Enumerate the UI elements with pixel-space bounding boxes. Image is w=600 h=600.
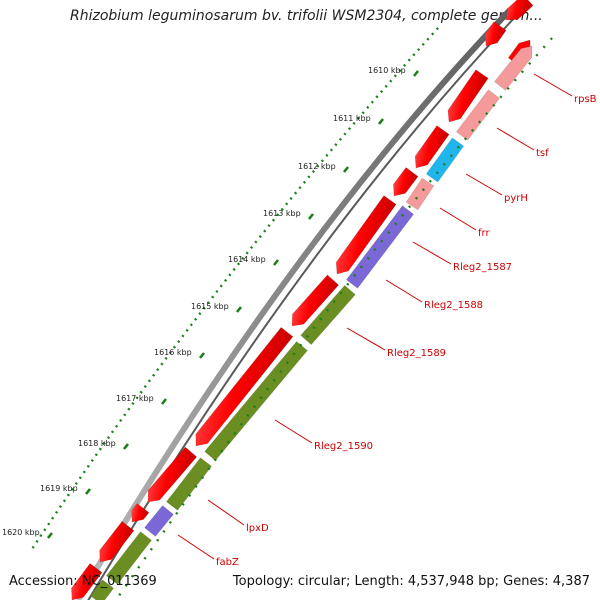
gene-label[interactable]: Rleg2_1587 (453, 262, 512, 273)
gene-label[interactable]: frr (478, 228, 490, 239)
kbp-scale-label: 1610 kbp (368, 66, 406, 75)
backbone-ring (75, 7, 513, 600)
kbp-tick-mark (84, 488, 92, 495)
kbp-scale-label: 1611 kbp (333, 114, 371, 123)
reverse-gene-arrow[interactable] (494, 45, 533, 91)
gene-label-leaders: rpsB tsf pyrH frr Rleg2_1587 Rleg2_1588 Rleg2_… (177, 73, 597, 568)
reverse-gene-arrow[interactable] (425, 137, 465, 183)
forward-gene-arrow[interactable] (71, 563, 103, 600)
gene-label[interactable]: pyrH (504, 193, 528, 204)
reverse-gene-arrow[interactable] (456, 89, 500, 141)
reverse-gene-arrow[interactable] (89, 579, 115, 600)
gene-label-leader-line (439, 207, 477, 231)
forward-gene-arrow[interactable] (414, 125, 450, 169)
gene-label-leader-line (346, 327, 386, 351)
gene-label-leader-line (177, 534, 215, 560)
gene-label[interactable]: Rleg2_1590 (314, 441, 373, 452)
kbp-tick-mark (46, 532, 54, 539)
topology-text: Topology: circular; Length: 4,537,948 bp… (232, 574, 590, 589)
kbp-tick-mark (377, 118, 385, 125)
kbp-scale-label: 1614 kbp (228, 255, 266, 264)
accession-text: Accession: NC_011369 (9, 574, 157, 589)
kbp-tick-mark (412, 70, 420, 77)
forward-gene-arrow[interactable] (147, 446, 198, 503)
kbp-scale-label: 1620 kbp (2, 528, 40, 537)
reverse-gene-arrow[interactable] (144, 505, 174, 537)
map-title: Rhizobium leguminosarum bv. trifolii WSM… (70, 8, 543, 24)
forward-gene-arrow[interactable] (99, 520, 135, 563)
outer-dotted-track (28, 27, 439, 553)
gene-label[interactable]: fabZ (216, 557, 239, 568)
kbp-tick-mark (342, 166, 350, 173)
gene-label[interactable]: Rleg2_1589 (387, 348, 446, 359)
kbp-scale-label: 1618 kbp (78, 439, 116, 448)
forward-gene-arrow[interactable] (291, 274, 340, 327)
gene-label-leader-line (385, 279, 423, 303)
forward-gene-arrow[interactable] (195, 326, 294, 447)
kbp-scale-label: 1615 kbp (191, 302, 229, 311)
kbp-tick-mark (198, 352, 206, 359)
gene-label-leader-line (465, 173, 503, 196)
reverse-strand-track (89, 39, 533, 600)
kbp-tick-group: 1610 kbp 1611 kbp 1612 kbp 1613 kbp 1614 kbp… (2, 66, 420, 539)
reverse-gene-arrow[interactable] (300, 284, 356, 346)
reverse-gene-arrow[interactable] (405, 177, 435, 211)
forward-gene-arrow[interactable] (505, 0, 534, 21)
kbp-tick-mark (122, 443, 130, 450)
kbp-scale-label: 1616 kbp (154, 348, 192, 357)
backbone-ring-inner (87, 13, 519, 600)
reverse-gene-arrow[interactable] (345, 205, 415, 289)
forward-gene-arrow[interactable] (447, 69, 489, 123)
kbp-scale-label: 1612 kbp (298, 162, 336, 171)
reverse-gene-arrow[interactable] (106, 531, 152, 585)
inner-dotted-track (115, 37, 553, 600)
kbp-tick-mark (160, 398, 168, 405)
forward-gene-arrow[interactable] (393, 167, 419, 197)
gene-label-leader-line (207, 499, 245, 526)
gene-label[interactable]: tsf (536, 148, 549, 159)
gene-label-leader-line (274, 419, 313, 444)
forward-gene-arrow[interactable] (131, 502, 150, 523)
gene-label[interactable]: Rleg2_1588 (424, 300, 483, 311)
kbp-scale-label: 1617 kbp (116, 394, 154, 403)
gene-label-leader-line (533, 73, 573, 97)
gene-label[interactable]: lpxD (246, 523, 269, 534)
kbp-tick-mark (235, 306, 243, 313)
kbp-tick-mark (307, 213, 315, 220)
gene-label-leader-line (496, 127, 535, 151)
forward-gene-arrow[interactable] (335, 195, 397, 275)
kbp-scale-label: 1619 kbp (40, 484, 78, 493)
forward-strand-track (71, 0, 534, 600)
kbp-scale-label: 1613 kbp (263, 209, 301, 218)
forward-gene-arrow[interactable] (484, 21, 507, 47)
reverse-gene-arrow[interactable] (166, 457, 212, 511)
kbp-tick-mark (272, 259, 280, 266)
gene-label-leader-line (412, 241, 452, 265)
gene-label[interactable]: rpsB (574, 94, 597, 105)
